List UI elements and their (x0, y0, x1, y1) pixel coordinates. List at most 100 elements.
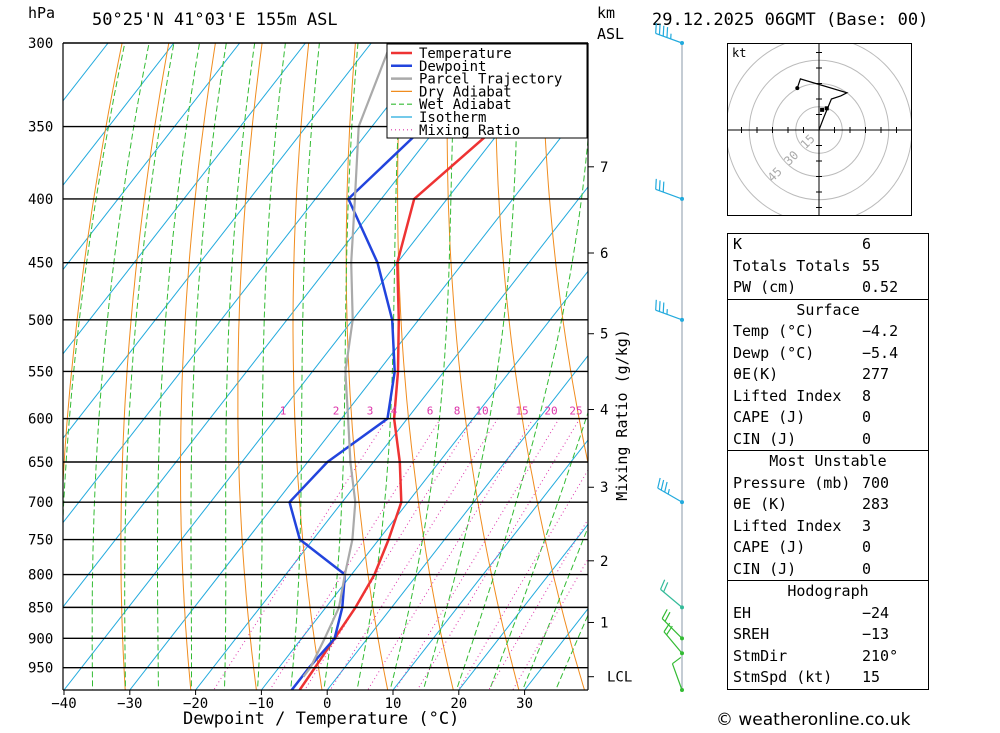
surface-row: θE(K) 277 (728, 364, 928, 386)
hodograph-ring-label: 30 (781, 148, 801, 168)
most-unstable-value: 700 (862, 473, 890, 492)
dry-adiabat-line (494, 43, 585, 690)
km-tick-label: 2 (600, 554, 608, 570)
surface-label: Lifted Index (733, 386, 842, 405)
surface-value: 0 (862, 408, 872, 426)
wind-barb-staff (655, 309, 683, 321)
credit[interactable]: © weatheronline.co.uk (716, 710, 911, 730)
hodograph-ring-label: 15 (798, 132, 818, 152)
pressure-tick-label: 850 (28, 600, 53, 616)
wind-barb-staff (671, 663, 683, 691)
dewpoint-trace (288, 43, 537, 690)
isotherm-line (63, 43, 175, 186)
dry-adiabat-line (397, 43, 454, 690)
isotherm-line (195, 186, 588, 690)
lcl-label: LCL (607, 670, 632, 686)
isotherm-line (63, 43, 372, 440)
hodograph-params-title: Hodograph (787, 582, 869, 600)
mixing-ratio-line (269, 418, 441, 690)
wet-adiabat-line (223, 43, 256, 690)
pressure-tick-label: 350 (28, 120, 53, 136)
surface-row: Lifted Index 8 (728, 386, 928, 408)
surface-value: 277 (862, 365, 890, 383)
index-label: K (733, 235, 743, 253)
hodograph: kt 15 30 45 (727, 43, 912, 216)
wind-barb-flag (662, 181, 665, 193)
isotherm-line (261, 270, 588, 690)
dry-adiabat-line (120, 43, 170, 690)
most-unstable-value: 0 (862, 538, 872, 556)
wind-barb-flag (658, 301, 661, 312)
most-unstable-row: CAPE (J) 0 (728, 537, 928, 559)
x-tick-label: −40 (51, 696, 76, 712)
isotherm-line (458, 523, 588, 690)
wind-barb-flag (660, 479, 665, 491)
most-unstable-row: θE (K) 283 (728, 494, 928, 516)
wet-adiabat-line (290, 43, 320, 690)
mixing-ratio-label: 2 (333, 405, 340, 418)
location-title: 50°25'N 41°03'E 155m ASL (92, 10, 338, 30)
surface-value: −5.4 (862, 343, 899, 362)
wet-adiabat-line (455, 134, 588, 690)
km-tick-label: 3 (600, 480, 608, 496)
km-tick-label: 7 (600, 160, 608, 176)
pressure-tick-label: 600 (28, 412, 53, 428)
legend-label: Mixing Ratio (419, 123, 520, 139)
dry-adiabat-line (541, 43, 588, 466)
mixing-ratio-label: 6 (427, 405, 434, 418)
most-unstable-label: CAPE (J) (733, 538, 806, 556)
most-unstable-section: Most Unstable Pressure (mb) 700 θE (K) 283 L… (728, 450, 928, 580)
index-row: PW (cm) 0.52 (728, 277, 928, 299)
indices-table: K 6 Totals Totals 55 PW (cm) 0.52 Surface Tem… (727, 233, 929, 690)
hodograph-param-label: SREH (733, 625, 770, 643)
surface-label: CIN (J) (733, 429, 797, 448)
mixing-ratio-line (458, 469, 588, 690)
hodograph-param-label: StmDir (733, 646, 788, 665)
surface-value: 0 (862, 429, 872, 448)
pressure-tick-label: 450 (28, 256, 53, 272)
dry-adiabat-line (589, 43, 716, 690)
surface-label: Temp (°C) (733, 322, 815, 340)
wind-barb-flag (655, 22, 657, 34)
isotherm-line (392, 439, 588, 690)
wind-barb-flag (666, 625, 673, 636)
wind-barb-flag (663, 582, 669, 593)
pressure-tick-label: 950 (28, 661, 53, 677)
mixing-ratio-label: 20 (544, 405, 557, 418)
x-tick-label: 20 (450, 696, 467, 712)
storm-motion-marker (824, 106, 829, 111)
most-unstable-value: 0 (862, 559, 872, 578)
mixing-ratio-label: 25 (569, 405, 582, 418)
legend-label: Isotherm (419, 110, 486, 126)
wind-barb-flag (664, 611, 671, 622)
wind-barb-flag (659, 579, 666, 590)
x-tick-label: −20 (183, 696, 208, 712)
x-tick-label: −30 (117, 696, 142, 712)
mixing-ratio-axis-title: Mixing Ratio (g/kg) (613, 329, 631, 501)
wind-barb-staff (660, 588, 683, 608)
wet-adiabat-line (422, 43, 520, 690)
hodograph-param-value: −24 (862, 603, 890, 622)
hodograph-trace (796, 78, 849, 131)
wind-barb-flag (658, 180, 661, 191)
most-unstable-label: Lifted Index (733, 516, 842, 535)
most-unstable-row: Lifted Index 3 (728, 516, 928, 538)
surface-label: CAPE (J) (733, 408, 806, 426)
surface-title: Surface (796, 300, 860, 319)
dry-adiabat-line (237, 43, 263, 690)
wind-barb-staff (657, 487, 683, 503)
mixing-ratio-line (213, 418, 388, 690)
isotherm-line (63, 43, 438, 524)
wind-barb-flag (658, 24, 661, 35)
wet-adiabat-line (157, 43, 200, 690)
hodograph-param-value: 210° (862, 646, 899, 665)
legend-label: Wet Adiabat (419, 97, 512, 113)
x-tick-label: 10 (385, 696, 402, 712)
index-row: Totals Totals 55 (728, 256, 928, 278)
pressure-tick-label: 700 (28, 495, 53, 511)
surface-row: CAPE (J) 0 (728, 407, 928, 429)
km-tick-label: 5 (600, 327, 608, 343)
wet-adiabat-line (124, 43, 175, 690)
